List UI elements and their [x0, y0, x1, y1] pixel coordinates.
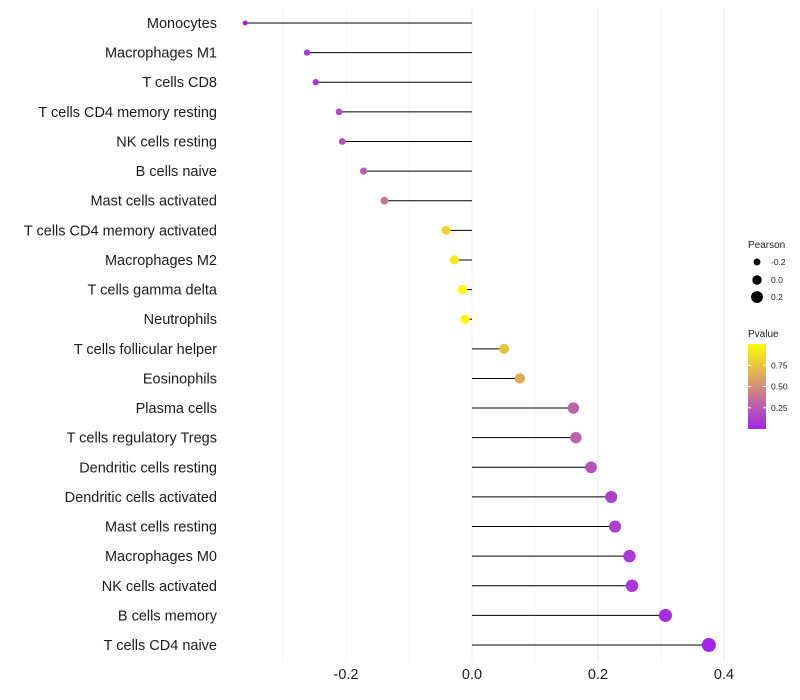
color-legend-label: 0.50 — [771, 382, 788, 392]
category-label: T cells CD4 memory activated — [24, 223, 217, 239]
lollipop-dot — [359, 167, 368, 175]
lollipop-dot — [460, 314, 470, 324]
category-labels: Monocytes Macrophages M1 T cells CD8 T cell… — [24, 16, 218, 654]
category-label: B cells memory — [118, 608, 218, 624]
x-tick-label: 0.0 — [462, 667, 482, 683]
lollipop-dot — [312, 79, 319, 86]
category-label: Plasma cells — [136, 401, 217, 417]
lollipop-dot — [242, 20, 248, 26]
size-legend-title: Pearson — [748, 240, 785, 251]
lollipop-dot — [585, 461, 597, 474]
lollipop-dot — [449, 255, 459, 265]
category-label: Monocytes — [147, 16, 217, 32]
size-legend-dot — [752, 275, 762, 285]
size-legend-label: 0.2 — [771, 292, 783, 302]
category-label: NK cells activated — [102, 579, 217, 595]
lollipop-dot — [623, 549, 636, 563]
lollipop-dot — [499, 343, 510, 354]
category-label: Macrophages M0 — [105, 549, 217, 565]
size-legend-dot — [751, 291, 763, 303]
category-label: T cells regulatory Tregs — [67, 431, 217, 447]
lollipop-dot — [380, 196, 389, 205]
category-label: T cells CD4 memory resting — [38, 105, 217, 121]
lollipop-dot — [625, 579, 639, 593]
category-label: B cells naive — [136, 164, 217, 180]
lollipop-dot — [608, 520, 622, 533]
category-label: T cells gamma delta — [88, 283, 218, 299]
lollipop-dot — [605, 490, 618, 503]
category-label: Mast cells resting — [105, 520, 217, 536]
category-label: Mast cells activated — [90, 194, 217, 210]
category-label: T cells CD4 naive — [104, 638, 217, 654]
color-bar — [748, 344, 766, 429]
lollipop-dot — [658, 608, 672, 622]
x-tick-label: 0.2 — [588, 667, 608, 683]
lollipop-dot — [335, 108, 343, 116]
legend: Pearson -0.2 0.0 0.2 Pvalue 0.75 0.50 0.25 — [748, 240, 788, 429]
x-tick-label: -0.2 — [334, 667, 359, 683]
category-label: Eosinophils — [143, 371, 217, 387]
lollipop-dot — [514, 373, 526, 384]
lollipop-dot — [457, 284, 468, 295]
lollipop-dot — [303, 49, 311, 56]
color-legend-ticks: 0.75 0.50 0.25 — [748, 360, 788, 413]
category-label: NK cells resting — [116, 134, 217, 150]
size-legend-label: -0.2 — [771, 257, 786, 267]
lollipop-dot — [567, 402, 580, 414]
category-label: T cells follicular helper — [74, 342, 217, 358]
lollipop-dot — [441, 225, 451, 235]
category-label: Dendritic cells activated — [65, 490, 217, 506]
lollipop-dots — [242, 20, 716, 653]
color-legend-label: 0.25 — [771, 403, 788, 413]
color-legend-title: Pvalue — [748, 329, 779, 340]
lollipop-dot — [701, 638, 716, 653]
size-legend: -0.2 0.0 0.2 — [751, 257, 786, 303]
x-axis-ticks: -0.2 0.0 0.2 0.4 — [334, 667, 735, 683]
size-legend-dot — [753, 258, 761, 266]
category-label: Dendritic cells resting — [79, 460, 217, 476]
lollipop-dot — [570, 431, 582, 444]
lollipop-dot — [338, 138, 346, 145]
x-tick-label: 0.4 — [714, 667, 734, 683]
grid-lines — [282, 8, 725, 662]
category-label: Macrophages M1 — [105, 46, 217, 62]
category-label: Neutrophils — [144, 312, 217, 328]
category-label: Macrophages M2 — [105, 253, 217, 269]
size-legend-label: 0.0 — [771, 275, 783, 285]
lollipop-stems — [245, 22, 709, 646]
color-legend-label: 0.75 — [771, 360, 788, 370]
category-label: T cells CD8 — [142, 75, 217, 91]
